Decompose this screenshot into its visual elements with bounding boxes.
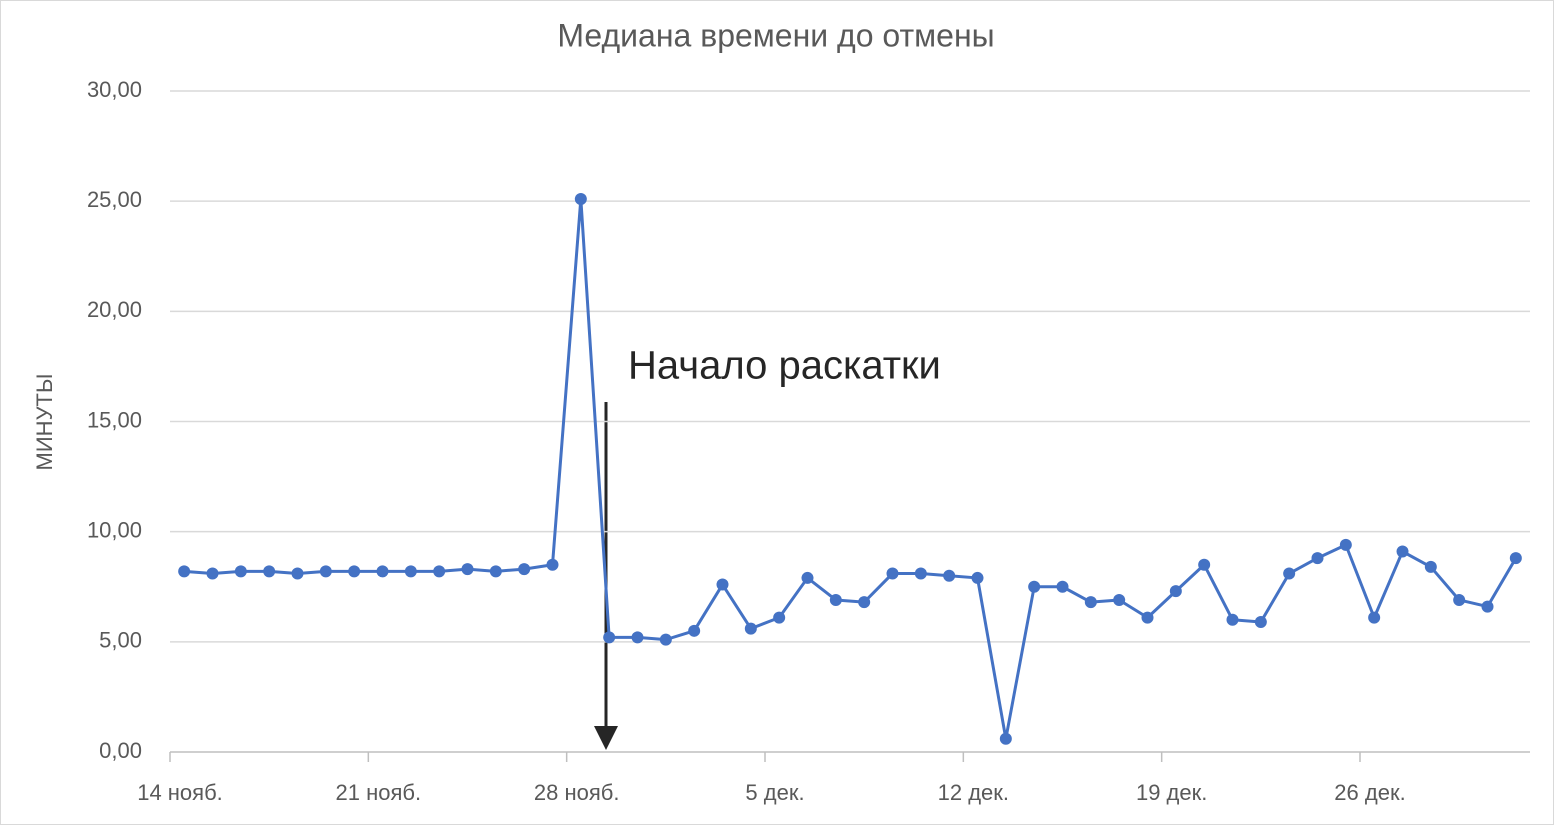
data-point [1056, 580, 1069, 593]
data-point [688, 624, 701, 637]
annotation-arrowhead [594, 726, 618, 750]
data-point [631, 631, 644, 644]
data-point [1481, 600, 1494, 613]
data-point [716, 578, 729, 591]
y-tick-label: 0,00 [99, 738, 142, 763]
data-point [943, 569, 956, 582]
data-point [1424, 560, 1437, 573]
data-point [1311, 552, 1324, 565]
data-point [1141, 611, 1154, 624]
x-tick-label: 28 нояб. [534, 780, 620, 805]
data-point [234, 565, 247, 578]
data-point [1226, 613, 1239, 626]
data-point [263, 565, 276, 578]
data-point [659, 633, 672, 646]
data-point [1198, 558, 1211, 571]
data-point [1169, 585, 1182, 598]
x-tick-label: 12 дек. [938, 780, 1009, 805]
y-axis-label: МИНУТЫ [32, 374, 57, 471]
data-point [206, 567, 219, 580]
y-tick-label: 10,00 [87, 517, 142, 542]
data-point [1396, 545, 1409, 558]
data-point [1339, 538, 1352, 551]
data-point [518, 563, 531, 576]
data-point [376, 565, 389, 578]
data-point [319, 565, 332, 578]
data-point [1113, 593, 1126, 606]
chart-title: Медиана времени до отмены [557, 17, 994, 53]
x-tick-label: 19 дек. [1136, 780, 1207, 805]
data-point [1084, 596, 1097, 609]
data-point [1254, 616, 1267, 629]
data-point [1028, 580, 1041, 593]
data-point [178, 565, 191, 578]
data-point [433, 565, 446, 578]
data-point [291, 567, 304, 580]
data-point [1283, 567, 1296, 580]
data-point [489, 565, 502, 578]
data-point [404, 565, 417, 578]
data-point [914, 567, 927, 580]
x-tick-label: 26 дек. [1334, 780, 1405, 805]
data-point [999, 732, 1012, 745]
y-tick-label: 30,00 [87, 77, 142, 102]
data-point [348, 565, 361, 578]
annotation: Начало раскатки [628, 344, 941, 388]
data-point [773, 611, 786, 624]
data-point [829, 593, 842, 606]
y-tick-label: 20,00 [87, 297, 142, 322]
data-point [801, 571, 814, 584]
data-point [1368, 611, 1381, 624]
data-point [574, 192, 587, 205]
data-point [971, 571, 984, 584]
y-tick-label: 5,00 [99, 628, 142, 653]
data-point [858, 596, 871, 609]
y-tick-label: 25,00 [87, 187, 142, 212]
data-point [886, 567, 899, 580]
y-tick-label: 15,00 [87, 407, 142, 432]
data-point [1453, 593, 1466, 606]
x-tick-label: 5 дек. [745, 780, 804, 805]
data-point [546, 558, 559, 571]
x-tick-label: 21 нояб. [336, 780, 422, 805]
data-point [461, 563, 474, 576]
data-point [744, 622, 757, 635]
data-point [1509, 552, 1522, 565]
x-tick-label: 14 нояб. [137, 780, 223, 805]
data-point [603, 631, 616, 644]
